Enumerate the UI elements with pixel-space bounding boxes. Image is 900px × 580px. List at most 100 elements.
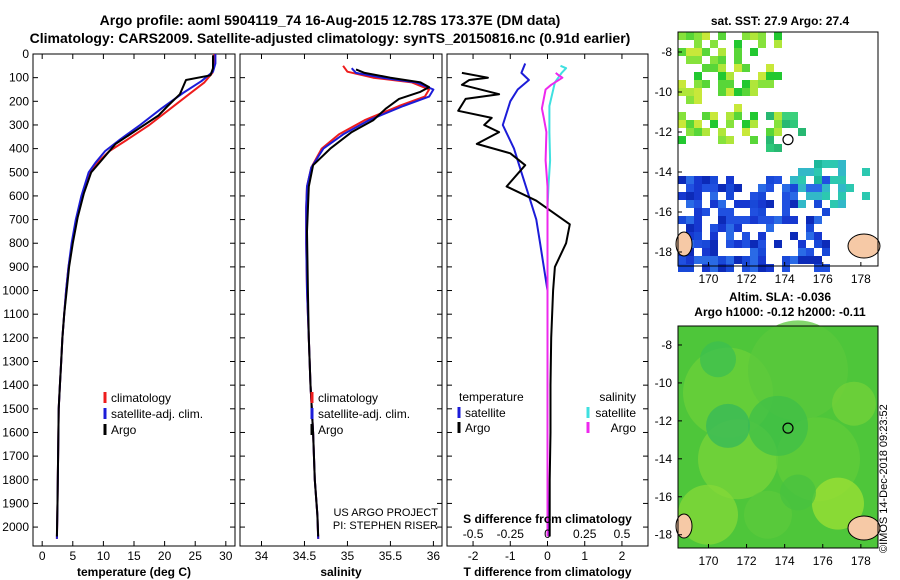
map-cell	[694, 120, 702, 128]
map-cell	[734, 104, 742, 112]
map-cell	[742, 200, 750, 208]
sst-map-y-tick-label: -16	[655, 205, 673, 219]
map-cell	[710, 56, 718, 64]
map-cell	[718, 32, 726, 40]
map-cell	[750, 240, 758, 248]
map-cell	[718, 264, 726, 272]
map-cell	[782, 200, 790, 208]
map-cell	[830, 160, 838, 168]
map-cell	[782, 112, 790, 120]
map-cell	[750, 256, 758, 264]
map-cell	[758, 208, 766, 216]
top-tick-label: 0	[544, 527, 551, 541]
map-cell	[702, 112, 710, 120]
x-tick-label: -1	[505, 549, 516, 563]
map-cell	[726, 112, 734, 120]
map-cell	[790, 112, 798, 120]
map-cell	[774, 176, 782, 184]
map-cell	[718, 200, 726, 208]
map-cell	[678, 216, 686, 224]
depth-tick-label: 800	[9, 236, 29, 250]
map-cell	[766, 112, 774, 120]
map-cell	[750, 112, 758, 120]
map-cell	[718, 56, 726, 64]
legend-label: Argo	[111, 423, 137, 437]
series-line	[55, 54, 217, 539]
panel-salinity: 34 34.5 35 35.5 36 salinity climatology satelli…	[239, 53, 443, 579]
map-cell	[766, 224, 774, 232]
map-cell	[766, 144, 774, 152]
map-cell	[806, 192, 814, 200]
sst-map-x-tick-label: 178	[851, 272, 871, 286]
depth-tick-label: 1200	[2, 331, 29, 345]
map-cell	[710, 112, 718, 120]
x-tick-label: 35.5	[379, 549, 403, 563]
map-cell	[750, 80, 758, 88]
sla-map-x-tick-label: 170	[698, 554, 718, 568]
map-cell	[678, 256, 686, 264]
legend-title: salinity	[599, 390, 636, 404]
map-cell	[742, 128, 750, 136]
map-cell	[702, 176, 710, 184]
sla-map-x-tick-label: 172	[737, 554, 757, 568]
map-cell	[814, 160, 822, 168]
sla-map	[675, 320, 881, 549]
map-cell	[702, 256, 710, 264]
top-tick-label: 0.25	[573, 527, 597, 541]
top-tick-label: -0.25	[497, 527, 525, 541]
map-cell	[758, 200, 766, 208]
map-blob	[780, 474, 816, 511]
map-cell	[790, 256, 798, 264]
map-cell	[734, 240, 742, 248]
map-blob	[678, 484, 738, 545]
series-line	[305, 65, 431, 539]
map-cell	[758, 232, 766, 240]
map-cell	[742, 80, 750, 88]
map-cell	[790, 176, 798, 184]
depth-tick-label: 0	[22, 47, 29, 61]
map-cell	[766, 264, 774, 272]
map-cell	[814, 192, 822, 200]
x-tick-label: 5	[69, 549, 76, 563]
map-cell	[750, 48, 758, 56]
map-cell	[702, 264, 710, 272]
map-cell	[718, 208, 726, 216]
map-cell	[750, 208, 758, 216]
map-cell	[750, 216, 758, 224]
map-cell	[806, 216, 814, 224]
map-cell	[694, 232, 702, 240]
map-cell	[702, 208, 710, 216]
map-cell	[838, 168, 846, 176]
map-cell	[750, 264, 758, 272]
map-cell	[838, 176, 846, 184]
map-cell	[694, 192, 702, 200]
map-cell	[782, 208, 790, 216]
map-cell	[710, 256, 718, 264]
map-cell	[774, 144, 782, 152]
map-cell	[790, 200, 798, 208]
map-cell	[734, 184, 742, 192]
map-cell	[782, 184, 790, 192]
map-cell	[742, 64, 750, 72]
map-cell	[774, 216, 782, 224]
map-cell	[766, 80, 774, 88]
map-cell	[838, 200, 846, 208]
map-cell	[718, 80, 726, 88]
chart-subtitle: Climatology: CARS2009. Satellite-adjuste…	[29, 30, 631, 46]
depth-tick-label: 600	[9, 189, 29, 203]
map-cell	[766, 176, 774, 184]
map-cell	[686, 184, 694, 192]
map-cell	[726, 240, 734, 248]
map-cell	[798, 184, 806, 192]
legend-label: satellite-adj. clim.	[318, 407, 410, 421]
map-cell	[838, 160, 846, 168]
map-blob	[744, 490, 792, 539]
map-cell	[798, 248, 806, 256]
depth-tick-label: 1700	[2, 449, 29, 463]
map-cell	[726, 256, 734, 264]
map-cell	[814, 200, 822, 208]
map-cell	[710, 192, 718, 200]
panel-difference: -2 -1 0 1 2 T difference from climatology temp…	[446, 53, 649, 579]
map-cell	[806, 224, 814, 232]
map-cell	[790, 184, 798, 192]
